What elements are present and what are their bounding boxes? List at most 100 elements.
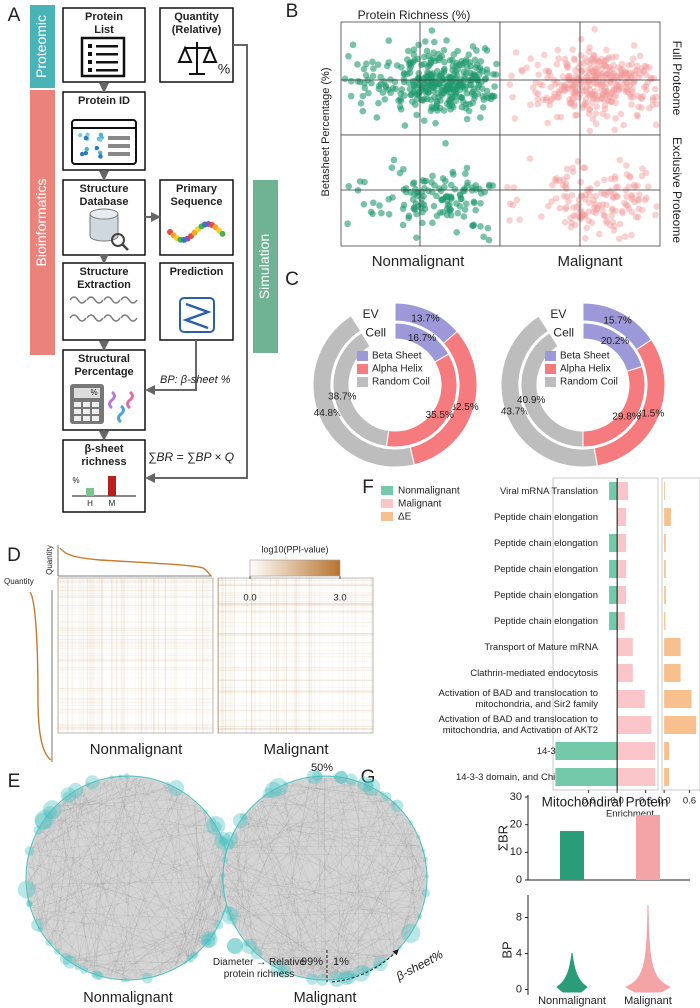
- network-edge: [246, 816, 303, 976]
- network-edge: [169, 845, 223, 969]
- network-edge: [371, 789, 426, 875]
- scatter-dot: [462, 104, 470, 112]
- network-node: [262, 794, 267, 799]
- donut-segment: [332, 332, 390, 447]
- scatter-dot: [556, 177, 563, 184]
- scatter-dot: [427, 96, 435, 103]
- legend-label: Beta Sheet: [560, 351, 610, 362]
- scatter-dot: [427, 81, 434, 89]
- scatter-dot: [418, 61, 425, 69]
- scatter-dot: [431, 38, 438, 46]
- scatter-dot: [345, 182, 353, 190]
- scatter-dot: [365, 89, 372, 97]
- network-edge: [315, 811, 400, 978]
- network-node: [210, 821, 222, 833]
- scatter-dot: [610, 76, 618, 83]
- plot-frame: [552, 477, 659, 791]
- scatter-dot: [381, 96, 389, 103]
- panel-label: A: [8, 5, 21, 26]
- network-edge: [323, 912, 420, 979]
- node-label: Quantity (Relative): [171, 11, 222, 36]
- scatter-dot: [610, 227, 618, 234]
- network-edge: [328, 777, 396, 807]
- network-edge: [114, 779, 146, 978]
- network-edge: [357, 903, 422, 973]
- scatter-dot: [605, 98, 613, 105]
- scatter-dot: [443, 37, 450, 44]
- scatter-dot: [583, 83, 591, 91]
- scatter-dot: [619, 66, 626, 73]
- network-edge: [136, 938, 208, 978]
- network-edge: [46, 778, 138, 820]
- network-edge: [148, 780, 207, 940]
- scatter-dot: [599, 65, 606, 72]
- scatter-dot: [344, 220, 351, 228]
- network-edge: [40, 800, 65, 927]
- category-label-box: Peptide chain elongation: [494, 512, 598, 523]
- scatter-dot: [584, 66, 592, 74]
- scatter-dot: [440, 107, 448, 114]
- scatter-dot: [472, 206, 479, 214]
- scatter-dot: [639, 93, 647, 100]
- category-label-box: Peptide chain elongation: [494, 590, 598, 601]
- scatter-dot: [539, 81, 546, 89]
- scatter-dot: [446, 56, 454, 64]
- scatter-dot: [618, 60, 626, 68]
- scatter-dot: [415, 75, 423, 82]
- network-edge: [227, 899, 350, 976]
- network-edge: [194, 803, 203, 945]
- category-label: Transport of Mature mRNA: [484, 641, 598, 653]
- network-edge: [88, 785, 218, 924]
- network-edge: [67, 927, 215, 959]
- bar: [555, 742, 618, 760]
- network-edge: [55, 946, 130, 979]
- scatter-dot: [385, 195, 393, 203]
- node-label: Structural Percentage: [74, 353, 134, 378]
- network-node: [226, 913, 235, 922]
- scatter-dot: [387, 76, 394, 83]
- network-edge: [44, 895, 227, 934]
- scatter-dot: [553, 175, 560, 182]
- network-edge: [89, 780, 153, 971]
- scatter-dot: [605, 54, 613, 61]
- scatter-dot: [569, 95, 576, 102]
- network-edge: [269, 794, 421, 848]
- icon: [84, 146, 89, 152]
- bar: [617, 586, 627, 604]
- scatter-dot: [361, 80, 368, 87]
- network-edge: [28, 863, 133, 979]
- network-edge: [224, 878, 387, 958]
- network-edge: [195, 804, 220, 920]
- scatter-dot: [567, 99, 575, 106]
- network-edge: [28, 870, 58, 949]
- scatter-dot: [588, 219, 596, 226]
- network-node: [416, 834, 421, 839]
- network-edge: [331, 778, 378, 964]
- node-label-box: β-sheet richness: [81, 443, 126, 468]
- scatter-dot: [570, 212, 578, 219]
- network-node: [239, 813, 248, 821]
- network-edge: [276, 790, 423, 901]
- network-edge: [31, 850, 41, 926]
- scatter-dot: [579, 104, 587, 111]
- node-label-box: Protein ID: [78, 95, 130, 107]
- network-edge: [35, 839, 79, 965]
- scatter-dot: [491, 83, 498, 90]
- column-label: Malignant: [557, 253, 623, 270]
- scatter-dot: [627, 70, 635, 77]
- donut-segment: [312, 315, 415, 468]
- network-node: [24, 846, 35, 856]
- network-edge: [291, 783, 392, 804]
- network-edge: [73, 793, 201, 948]
- network-edge: [347, 821, 409, 976]
- scatter-dot: [532, 79, 540, 86]
- network-edge: [133, 778, 221, 917]
- network-edge: [53, 840, 221, 945]
- value-label: 31.5%: [636, 408, 664, 419]
- scatter-dot: [594, 56, 601, 63]
- scatter-dot: [603, 219, 610, 227]
- network-edge: [29, 862, 217, 926]
- scatter-dot: [550, 93, 558, 101]
- network-edge: [164, 785, 209, 938]
- scatter-dot: [625, 61, 632, 69]
